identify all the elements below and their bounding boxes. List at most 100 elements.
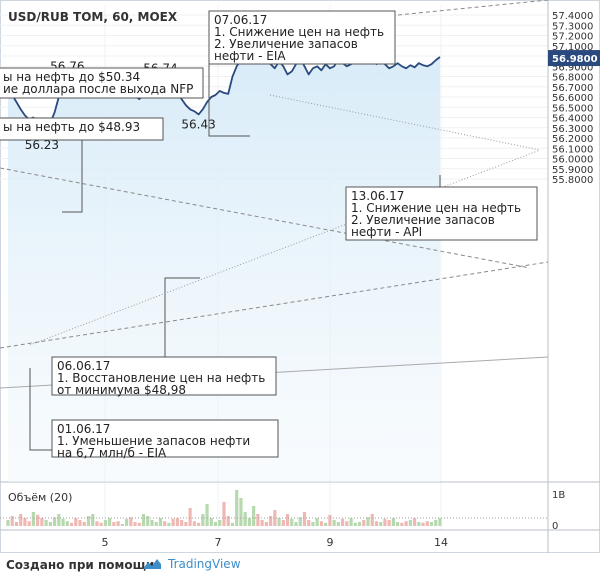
volume-bar: [425, 521, 429, 526]
volume-bar: [400, 522, 404, 526]
volume-bar: [412, 518, 417, 526]
annotation-line: ие доллара после выхода NFP: [3, 82, 193, 96]
annotation-date: 13.06.17: [351, 189, 404, 203]
volume-bar: [103, 520, 108, 526]
annotation-line: 2. Увеличение запасов: [214, 37, 358, 51]
y-tick-label: 57.2000: [552, 32, 593, 43]
volume-bar: [370, 514, 374, 526]
y-tick-label: 55.8000: [552, 175, 593, 186]
volume-bar: [396, 522, 400, 526]
volume-bar: [82, 522, 86, 526]
volume-bar: [340, 518, 345, 526]
x-tick-label: 9: [327, 536, 334, 549]
footer: Создано при помощи TradingView: [0, 553, 600, 578]
volume-bar: [345, 521, 349, 526]
volume-bar: [40, 518, 44, 526]
y-tick-label: 57.4000: [552, 11, 593, 22]
annotation-connector: [29, 368, 52, 451]
volume-bar: [277, 518, 281, 526]
y-tick-label: 56.5000: [552, 103, 593, 114]
volume-bar: [14, 522, 19, 526]
annotation-connector: [62, 140, 83, 213]
last-price-tag-bg: [548, 50, 600, 67]
volume-bar: [95, 521, 99, 526]
volume-bar: [167, 522, 171, 526]
y-tick-label: 57.1000: [552, 42, 593, 53]
volume-bar: [6, 520, 10, 526]
volume-bar: [307, 520, 311, 526]
volume-bar: [366, 517, 370, 526]
volume-bar: [78, 520, 82, 526]
volume-bar: [116, 521, 120, 526]
volume-label: Объём (20): [8, 491, 72, 504]
footer-brand: TradingView: [168, 557, 241, 571]
volume-bar: [302, 512, 307, 526]
annotation-line: 1. Снижение цен на нефть: [351, 201, 521, 215]
y-tick-label: 56.7000: [552, 83, 593, 94]
y-tick-label: 56.9000: [552, 62, 593, 73]
volume-bar: [349, 518, 353, 526]
volume-bar: [133, 522, 137, 526]
volume-bar: [120, 524, 124, 526]
volume-bar: [294, 522, 298, 526]
volume-bar: [379, 522, 383, 526]
volume-bar: [353, 522, 357, 526]
volume-bar: [137, 522, 141, 526]
annotation-box: [0, 67, 204, 99]
volume-bar: [108, 518, 112, 526]
y-tick-label: 56.8000: [552, 73, 593, 84]
volume-bar: [311, 522, 315, 526]
volume-bar: [235, 490, 239, 526]
volume-bar: [387, 520, 391, 526]
annotation-box: [51, 419, 279, 458]
triangle-line-lower: [29, 149, 541, 346]
volume-bar: [256, 514, 260, 526]
volume-bar: [124, 518, 129, 526]
volume-bar: [154, 522, 158, 526]
trendline-upper-desc: [0, 167, 531, 269]
volume-bar: [205, 504, 209, 526]
volume-bar: [171, 518, 175, 526]
volume-bar: [260, 520, 264, 526]
volume-bar: [319, 521, 324, 526]
annotation-line: ы на нефть до $48.93: [3, 120, 140, 134]
volume-bar: [129, 517, 133, 526]
volume-bar: [252, 506, 256, 526]
volume-bar: [298, 517, 302, 526]
annotation-line: 1. Уменьшение запасов нефти: [57, 434, 250, 448]
y-tick-label: 56.4000: [552, 114, 593, 125]
volume-bar: [357, 522, 362, 526]
tradingview-cloud-icon: [143, 559, 161, 569]
volume-bar: [69, 522, 74, 526]
volume-bar: [65, 521, 69, 526]
y-tick-label: 56.1000: [552, 144, 593, 155]
y-tick-label: 56.2000: [552, 134, 593, 145]
volume-bar: [290, 518, 294, 526]
x-tick-label: 14: [434, 536, 448, 549]
y-tick-label: 55.9000: [552, 165, 593, 176]
point-label: 56.23: [25, 138, 59, 152]
x-tick-label: 5: [102, 536, 109, 549]
annotation-line: от минимума $48,98: [57, 383, 186, 397]
volume-bar: [226, 516, 230, 526]
volume-bar: [31, 512, 36, 526]
x-tick-label: 7: [215, 536, 222, 549]
volume-bar: [192, 521, 196, 526]
footer-text: Создано при помощи: [6, 558, 155, 572]
volume-bar: [180, 520, 184, 526]
volume-bar: [175, 518, 180, 526]
tradingview-link[interactable]: TradingView: [141, 557, 241, 571]
volume-bar: [188, 508, 192, 526]
annotation-line: 2. Увеличение запасов: [351, 213, 495, 227]
annotation-line: нефти - API: [351, 225, 422, 239]
volume-bar: [74, 518, 78, 526]
volume-bar: [57, 514, 61, 526]
annotation-line: 1. Восстановление цен на нефть: [57, 371, 265, 385]
volume-bar: [429, 522, 434, 526]
volume-bar: [48, 522, 52, 526]
annotation-box: [208, 10, 396, 65]
volume-bar: [218, 520, 222, 526]
last-price-tag: 56.9800: [552, 54, 598, 65]
volume-bar: [374, 521, 379, 526]
